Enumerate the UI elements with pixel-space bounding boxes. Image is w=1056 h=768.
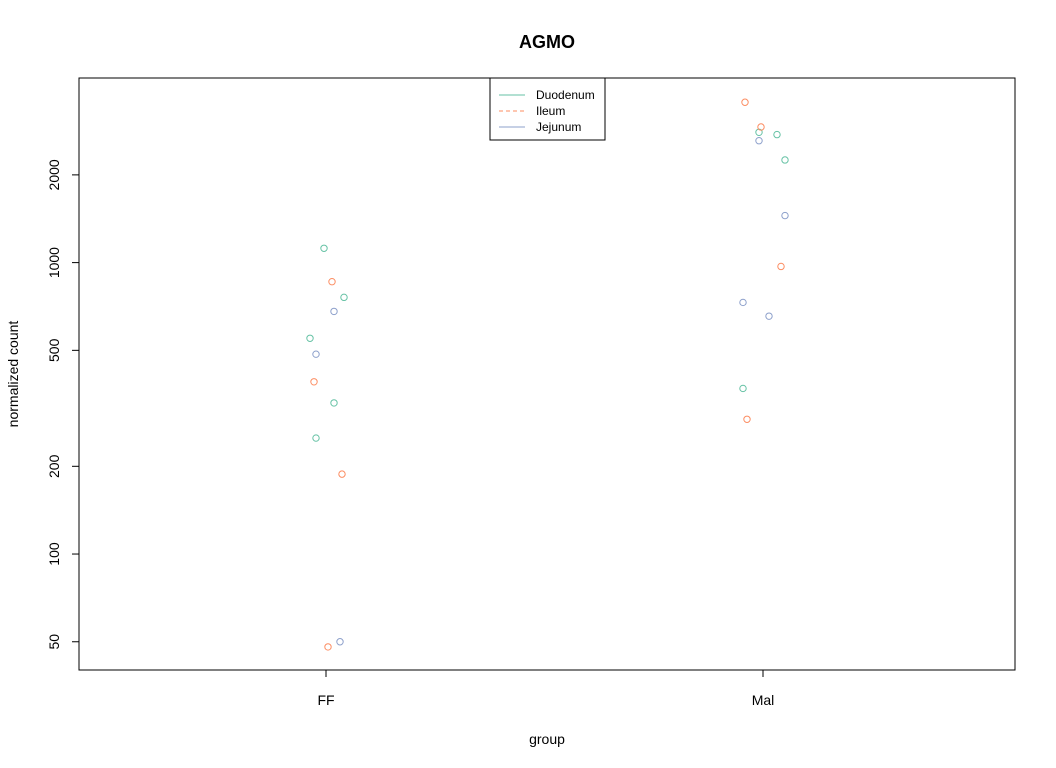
y-tick-label: 2000 — [46, 159, 62, 190]
legend-label: Jejunum — [536, 120, 581, 134]
data-point — [741, 98, 749, 106]
y-tick-label: 200 — [46, 454, 62, 478]
data-point — [336, 638, 344, 646]
chart-title: AGMO — [519, 32, 575, 52]
data-point — [330, 399, 338, 407]
y-tick-label: 100 — [46, 542, 62, 566]
data-point — [739, 384, 747, 393]
data-point — [773, 130, 781, 139]
y-axis: 50 100 200 500 1000 2000 — [46, 159, 80, 650]
data-point — [777, 262, 785, 271]
legend-label: Ileum — [536, 104, 565, 118]
y-tick-label: 500 — [46, 338, 62, 362]
data-point — [328, 277, 336, 286]
data-point — [330, 307, 338, 316]
data-point — [306, 334, 314, 342]
x-tick-label: FF — [317, 692, 334, 708]
y-tick-label: 1000 — [46, 247, 62, 278]
legend: Duodenum Ileum Jejunum — [489, 77, 606, 141]
legend-box — [489, 77, 606, 141]
data-point — [340, 293, 348, 302]
data-point — [781, 156, 789, 164]
plot-frame — [78, 77, 1016, 671]
data-point — [320, 244, 328, 252]
y-axis-label: normalized count — [5, 321, 21, 428]
data-points — [306, 98, 789, 651]
x-axis-label: group — [529, 731, 565, 747]
data-point — [739, 298, 747, 307]
data-point — [310, 378, 318, 386]
data-point — [312, 350, 320, 358]
y-tick-label: 50 — [46, 634, 62, 650]
data-point — [757, 123, 765, 131]
data-point — [338, 470, 346, 478]
data-point — [755, 137, 763, 145]
data-point — [765, 312, 773, 320]
data-point — [743, 415, 751, 423]
data-point — [312, 434, 320, 442]
x-tick-label: Mal — [752, 692, 775, 708]
data-point — [324, 643, 332, 651]
legend-label: Duodenum — [536, 88, 595, 102]
data-point — [781, 211, 789, 220]
x-axis: FF Mal — [317, 670, 774, 708]
